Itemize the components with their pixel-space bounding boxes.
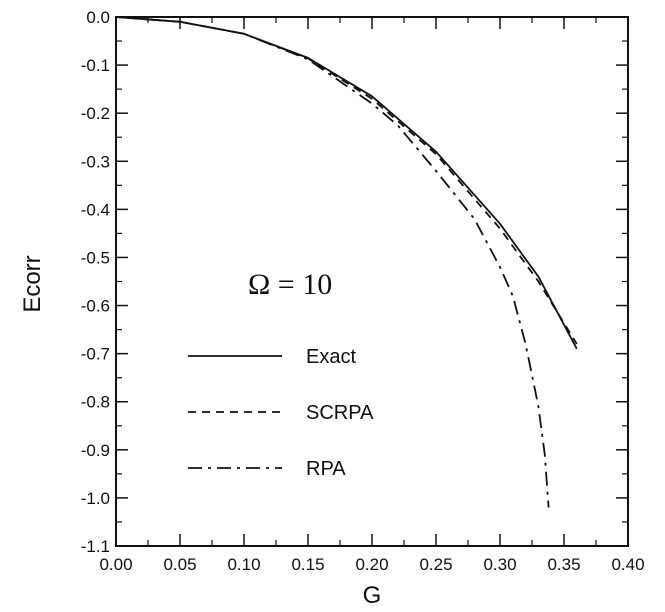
y-tick-label: -0.7 (81, 345, 110, 364)
legend: Exact SCRPA RPA (188, 346, 374, 480)
omega-annotation: Ω = 10 (248, 268, 332, 301)
y-tick-label: -0.9 (81, 441, 110, 460)
x-tick-label: 0.40 (611, 555, 644, 574)
y-tick-label: -0.1 (81, 56, 110, 75)
x-axis-title: G (363, 582, 382, 609)
legend-label-exact: Exact (306, 346, 356, 368)
x-tick-label: 0.10 (227, 555, 260, 574)
y-tick-labels: 0.0 -0.1 -0.2 -0.3 -0.4 -0.5 -0.6 -0.7 -0.8 -0.9 -… (81, 8, 110, 556)
x-tick-label: 0.20 (355, 555, 388, 574)
y-tick-label: -0.8 (81, 393, 110, 412)
x-tick-label: 0.00 (99, 555, 132, 574)
legend-label-rpa: RPA (306, 458, 346, 480)
y-tick-label: -0.3 (81, 152, 110, 171)
y-tick-label: 0.0 (86, 8, 110, 27)
y-tick-label: -0.6 (81, 297, 110, 316)
series-line-rpa (115, 16, 550, 508)
x-tick-label: 0.15 (291, 555, 324, 574)
series-line-exact (115, 16, 578, 350)
y-tick-label: -1.1 (81, 537, 110, 556)
x-tick-label: 0.30 (483, 555, 516, 574)
y-tick-label: -0.4 (81, 200, 110, 219)
y-axis-title: Ecorr (19, 255, 46, 312)
x-tick-label: 0.35 (547, 555, 580, 574)
series-line-scrpa (115, 16, 578, 345)
series-lines (115, 16, 578, 508)
legend-label-scrpa: SCRPA (306, 402, 374, 424)
y-tick-label: -1.0 (81, 489, 110, 508)
y-tick-label: -0.2 (81, 104, 110, 123)
x-tick-label: 0.25 (419, 555, 452, 574)
y-tick-label: -0.5 (81, 248, 110, 267)
x-tick-labels: 0.00 0.05 0.10 0.15 0.20 0.25 0.30 0.35 0.40 (99, 555, 644, 574)
x-tick-label: 0.05 (163, 555, 196, 574)
ticks (115, 16, 629, 547)
